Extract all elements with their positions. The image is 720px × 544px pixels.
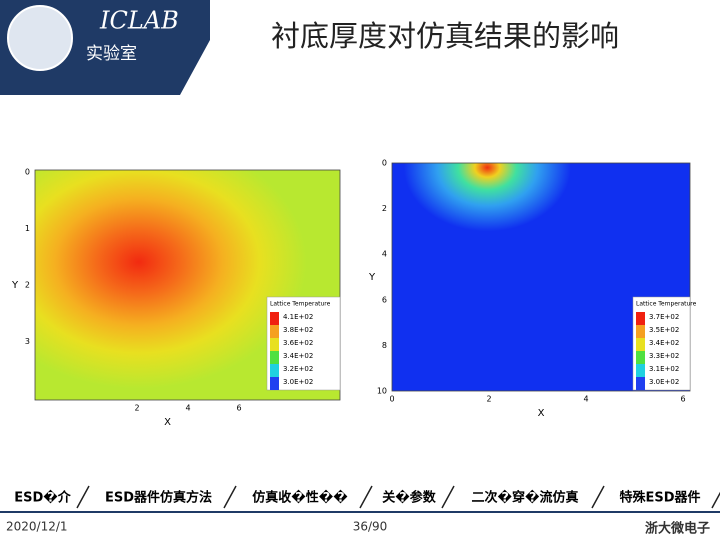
y-axis-label: Y	[11, 280, 19, 291]
y-tick-label: 4	[382, 250, 387, 259]
y-tick-label: 0	[25, 168, 30, 177]
nav-separator	[441, 485, 455, 509]
y-tick-label: 10	[377, 387, 387, 396]
x-tick-label: 2	[486, 395, 491, 404]
x-tick-label: 6	[680, 395, 685, 404]
legend-label: 3.3E+02	[649, 352, 679, 360]
legend-title: Lattice Temperature	[636, 301, 697, 308]
legend-swatch	[636, 312, 645, 325]
legend-swatch	[270, 312, 279, 325]
legend-title: Lattice Temperature	[270, 301, 331, 308]
legend-label: 3.0E+02	[649, 378, 679, 386]
y-axis-label: Y	[368, 272, 376, 283]
legend-swatch	[270, 364, 279, 377]
y-tick-label: 3	[25, 337, 30, 346]
nav-tab[interactable]: 特殊ESD器件	[619, 490, 700, 506]
nav-tab[interactable]: ESD�介	[14, 490, 72, 506]
legend-swatch	[270, 377, 279, 390]
legend-label: 3.4E+02	[283, 352, 313, 360]
plot-border	[391, 162, 691, 392]
slide-title: 衬底厚度对仿真结果的影响	[271, 19, 619, 53]
legend-label: 3.4E+02	[649, 339, 679, 347]
nav-tab[interactable]: 仿真收�性��	[252, 490, 348, 506]
nav-tab[interactable]: 二次�穿�流仿真	[472, 490, 579, 506]
legend-swatch	[636, 377, 645, 390]
legend-label: 3.2E+02	[283, 365, 313, 373]
x-tick-label: 6	[236, 404, 241, 413]
legend-label: 3.1E+02	[649, 365, 679, 373]
x-tick-label: 2	[134, 404, 139, 413]
x-axis-label: X	[538, 408, 545, 419]
x-tick-label: 4	[185, 404, 190, 413]
legend-swatch	[636, 351, 645, 364]
nav-separator	[223, 485, 237, 509]
legend-label: 3.7E+02	[649, 313, 679, 321]
legend-label: 3.5E+02	[649, 326, 679, 334]
lab-name: ICLAB	[99, 7, 179, 35]
legend-swatch	[636, 364, 645, 377]
date: 2020/12/1	[6, 520, 68, 534]
y-tick-label: 6	[382, 295, 387, 304]
legend-swatch	[270, 351, 279, 364]
y-tick-label: 8	[382, 341, 387, 350]
nav-tab[interactable]: ESD器件仿真方法	[105, 490, 212, 506]
x-tick-label: 0	[389, 395, 394, 404]
y-tick-label: 1	[25, 224, 30, 233]
legend-label: 3.8E+02	[283, 326, 313, 334]
plot-border	[34, 169, 341, 401]
org: 浙大微电子	[645, 521, 710, 537]
legend-box	[266, 296, 341, 391]
page-number: 36/90	[353, 520, 388, 534]
legend-swatch	[270, 338, 279, 351]
nav-bar: ESD�介 ESD器件仿真方法 仿真收�性�� 关�参数 二次�穿�流仿真 特殊ESD器件	[14, 485, 720, 509]
nav-separator	[711, 491, 720, 509]
x-tick-label: 4	[583, 395, 588, 404]
nav-separator	[76, 485, 90, 509]
nav-separator	[359, 485, 373, 509]
y-tick-label: 2	[382, 204, 387, 213]
legend-swatch	[270, 325, 279, 338]
x-axis-label: X	[164, 417, 171, 428]
y-tick-label: 2	[25, 281, 30, 290]
logo	[7, 5, 73, 71]
legend-swatch	[636, 325, 645, 338]
legend-label: 4.1E+02	[283, 313, 313, 321]
nav-tab[interactable]: 关�参数	[382, 490, 436, 506]
legend-label: 3.0E+02	[283, 378, 313, 386]
lab-sub: 实验室	[86, 44, 137, 64]
title-area	[210, 0, 720, 80]
legend-swatch	[636, 338, 645, 351]
nav-separator	[591, 485, 605, 509]
y-tick-label: 0	[382, 159, 387, 168]
legend-label: 3.6E+02	[283, 339, 313, 347]
